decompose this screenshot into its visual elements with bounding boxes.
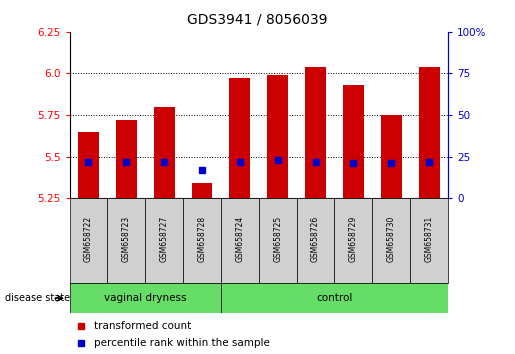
Bar [297,198,335,283]
Bar [70,198,107,283]
Bar [305,67,326,198]
Bar [335,198,372,283]
Bar [343,85,364,198]
Bar [410,198,448,283]
Bar [192,183,212,198]
Bar [267,75,288,198]
Text: GSM658724: GSM658724 [235,216,244,262]
Text: GSM658727: GSM658727 [160,216,168,262]
Text: control: control [316,293,353,303]
Text: vaginal dryness: vaginal dryness [104,293,186,303]
Bar [145,198,183,283]
Bar [419,67,439,198]
Text: GSM658723: GSM658723 [122,216,131,262]
Text: GDS3941 / 8056039: GDS3941 / 8056039 [187,12,328,27]
Text: transformed count: transformed count [94,321,192,331]
Text: GSM658730: GSM658730 [387,216,396,262]
Bar [381,115,402,198]
Text: percentile rank within the sample: percentile rank within the sample [94,338,270,348]
Bar [259,198,297,283]
Bar [70,283,221,313]
Bar [154,107,175,198]
Bar [107,198,145,283]
Bar [221,198,259,283]
Text: disease state: disease state [5,293,70,303]
Bar [183,198,221,283]
Text: GSM658726: GSM658726 [311,216,320,262]
Bar [221,283,448,313]
Bar [230,79,250,198]
Text: GSM658731: GSM658731 [425,216,434,262]
Bar [372,198,410,283]
Text: GSM658722: GSM658722 [84,216,93,262]
Text: GSM658725: GSM658725 [273,216,282,262]
Text: GSM658728: GSM658728 [198,216,207,262]
Bar [116,120,136,198]
Bar [78,132,99,198]
Text: GSM658729: GSM658729 [349,216,358,262]
